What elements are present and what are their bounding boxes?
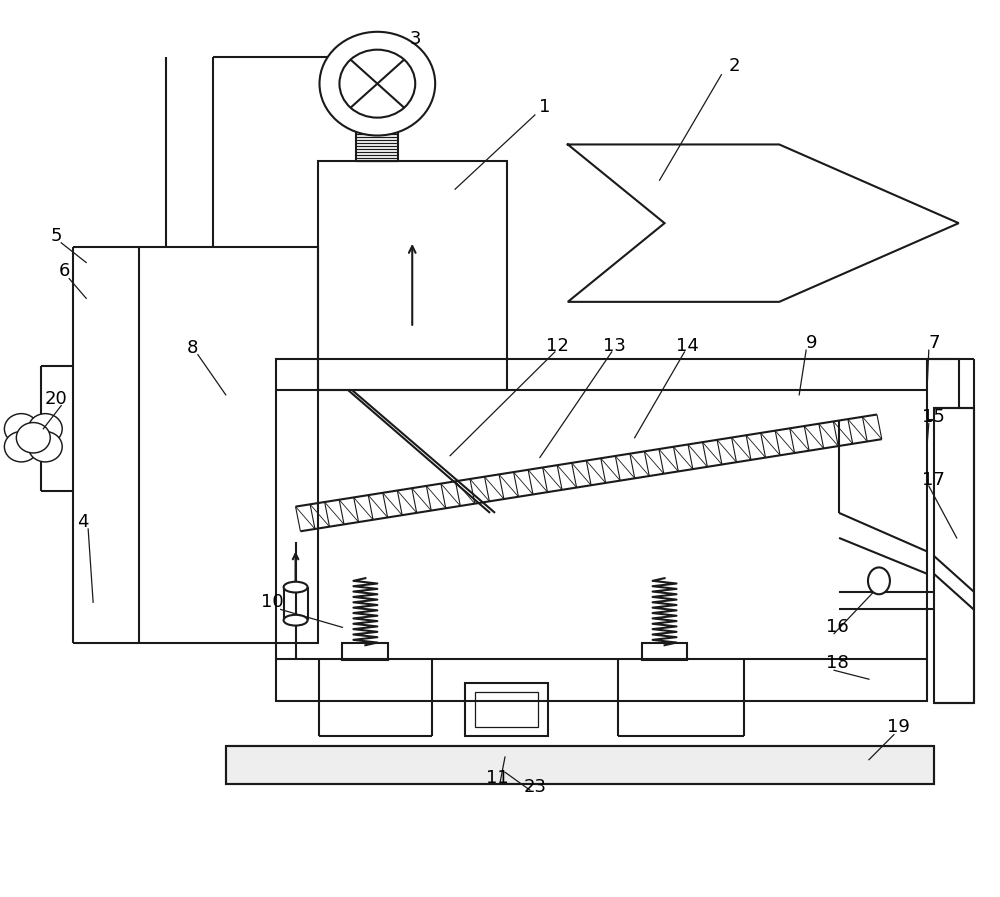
Bar: [226, 746, 934, 784]
Text: 2: 2: [729, 57, 740, 74]
Text: 11: 11: [486, 769, 508, 787]
Text: 3: 3: [409, 30, 421, 48]
Circle shape: [339, 49, 415, 118]
Ellipse shape: [284, 582, 308, 593]
Circle shape: [4, 431, 38, 462]
Bar: [318, 161, 507, 390]
Text: 23: 23: [523, 778, 546, 796]
Text: 16: 16: [826, 618, 848, 636]
Bar: [465, 683, 548, 736]
Text: 13: 13: [603, 336, 626, 354]
Text: 17: 17: [922, 471, 945, 489]
Text: 5: 5: [50, 227, 62, 245]
Text: 19: 19: [887, 718, 910, 736]
Ellipse shape: [284, 614, 308, 625]
Text: 12: 12: [546, 336, 569, 354]
Circle shape: [28, 414, 62, 444]
Bar: [934, 408, 974, 703]
Text: 10: 10: [261, 593, 284, 612]
Text: 7: 7: [928, 334, 940, 352]
Circle shape: [16, 422, 50, 453]
Text: 15: 15: [922, 408, 945, 426]
Ellipse shape: [868, 568, 890, 594]
Circle shape: [320, 31, 435, 135]
Text: 6: 6: [59, 263, 70, 281]
Text: 14: 14: [676, 336, 699, 354]
Bar: [276, 359, 927, 701]
Text: 20: 20: [45, 390, 68, 408]
Bar: [226, 746, 934, 784]
Bar: [139, 248, 318, 643]
Text: 9: 9: [805, 334, 817, 352]
Bar: [642, 643, 687, 659]
Bar: [342, 643, 388, 659]
Text: 4: 4: [77, 513, 89, 531]
Text: 8: 8: [187, 339, 199, 357]
Circle shape: [4, 414, 38, 444]
Text: 1: 1: [539, 98, 551, 116]
Bar: [475, 692, 538, 727]
Circle shape: [28, 431, 62, 462]
Text: 18: 18: [826, 654, 848, 672]
